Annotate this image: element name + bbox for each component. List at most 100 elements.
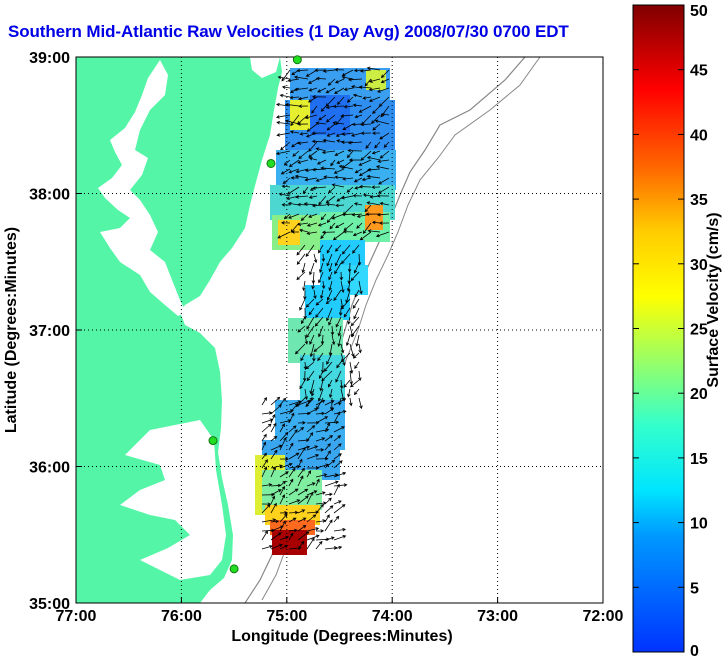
velocity-arrow <box>299 379 306 390</box>
velocity-arrow <box>339 271 344 281</box>
y-tick-label: 35:00 <box>29 596 70 613</box>
velocity-arrow <box>299 298 306 311</box>
velocity-arrow <box>305 69 318 77</box>
velocity-arrow <box>326 307 333 322</box>
velocity-arrow <box>304 114 318 120</box>
velocity-arrow <box>347 140 363 145</box>
velocity-arrow <box>337 334 342 348</box>
velocity-arrow <box>279 513 288 523</box>
velocity-arrow <box>304 177 318 182</box>
y-tick-label: 38:00 <box>29 187 70 204</box>
velocity-arrow <box>291 141 300 148</box>
velocity-arrow <box>324 420 340 425</box>
velocity-arrow <box>332 104 345 109</box>
velocity-arrow <box>315 529 325 533</box>
velocity-arrow <box>270 422 277 433</box>
x-tick-label: 74:00 <box>372 608 413 625</box>
velocity-arrow <box>261 433 267 442</box>
velocity-arrow <box>280 168 291 175</box>
velocity-arrow <box>380 112 390 117</box>
velocity-arrow <box>319 289 324 300</box>
velocity-arrow <box>320 213 327 221</box>
velocity-arrow <box>289 95 300 100</box>
velocity-arrow <box>339 379 344 390</box>
velocity-arrow <box>358 159 372 166</box>
velocity-arrow <box>352 193 363 198</box>
velocity-arrow <box>297 421 306 425</box>
velocity-arrow <box>334 78 345 84</box>
velocity-arrow <box>378 221 390 225</box>
velocity-arrow <box>320 334 325 345</box>
velocity-arrow <box>353 202 363 206</box>
velocity-arrow <box>270 396 281 406</box>
velocity-arrow <box>301 316 306 325</box>
velocity-arrow <box>297 426 305 433</box>
velocity-arrow <box>286 186 300 195</box>
velocity-arrow <box>366 201 381 206</box>
velocity-arrow <box>343 379 351 388</box>
velocity-arrow <box>261 530 268 541</box>
velocity-arrow <box>315 437 326 442</box>
velocity-arrow <box>340 352 351 363</box>
velocity-arrow <box>332 231 345 241</box>
velocity-arrow <box>371 150 381 155</box>
velocity-arrow <box>261 397 267 406</box>
velocity-arrow <box>324 450 331 460</box>
velocity-arrow <box>299 228 309 233</box>
velocity-arrow <box>312 352 316 362</box>
velocity-arrow <box>308 213 318 218</box>
velocity-arrow <box>325 195 336 204</box>
velocity-arrow <box>324 536 335 541</box>
velocity-arrow <box>372 123 381 131</box>
velocity-arrow <box>366 66 381 71</box>
velocity-arrow <box>306 482 316 487</box>
velocity-arrow <box>261 503 271 514</box>
velocity-arrow <box>309 343 315 358</box>
velocity-arrow <box>320 231 327 240</box>
velocity-arrow <box>374 119 390 125</box>
velocity-arrow <box>297 517 307 523</box>
velocity-arrow <box>279 397 287 406</box>
velocity-arrow <box>371 131 381 135</box>
velocity-arrow <box>365 141 372 149</box>
velocity-arrow <box>270 519 280 524</box>
velocity-arrow <box>350 325 360 338</box>
velocity-arrow <box>288 510 299 515</box>
velocity-arrow <box>333 460 343 469</box>
velocity-arrow <box>324 480 339 487</box>
velocity-arrow <box>297 159 309 164</box>
velocity-arrow <box>338 307 343 317</box>
velocity-arrow <box>282 177 291 185</box>
velocity-vectors <box>261 66 390 550</box>
velocity-arrow <box>297 495 309 505</box>
velocity-arrow <box>334 175 345 180</box>
velocity-arrow <box>378 177 390 185</box>
velocity-arrow <box>306 370 315 382</box>
velocity-arrow <box>297 475 304 487</box>
velocity-arrow <box>317 352 324 362</box>
velocity-arrow <box>321 230 336 235</box>
velocity-arrow <box>333 504 346 514</box>
velocity-arrow <box>288 213 300 219</box>
velocity-arrow <box>270 466 276 478</box>
velocity-arrow <box>364 204 372 213</box>
velocity-arrow <box>347 388 351 398</box>
velocity-arrow <box>335 222 345 229</box>
velocity-arrow <box>334 253 342 267</box>
velocity-arrow <box>340 253 351 265</box>
velocity-arrow <box>288 168 300 174</box>
velocity-arrow <box>312 167 327 172</box>
velocity-arrow <box>279 520 286 532</box>
velocity-arrow <box>366 156 381 161</box>
velocity-arrow <box>306 325 315 339</box>
velocity-arrow <box>334 67 345 72</box>
velocity-arrow <box>315 399 326 406</box>
velocity-arrow <box>261 466 268 478</box>
velocity-arrow <box>261 411 273 415</box>
velocity-arrow <box>375 165 390 170</box>
velocity-arrow <box>270 489 282 496</box>
map-title: Southern Mid-Atlantic Raw Velocities (1 … <box>8 22 569 41</box>
velocity-arrow <box>297 458 303 469</box>
velocity-arrow <box>355 334 360 347</box>
velocity-arrow <box>295 195 309 199</box>
